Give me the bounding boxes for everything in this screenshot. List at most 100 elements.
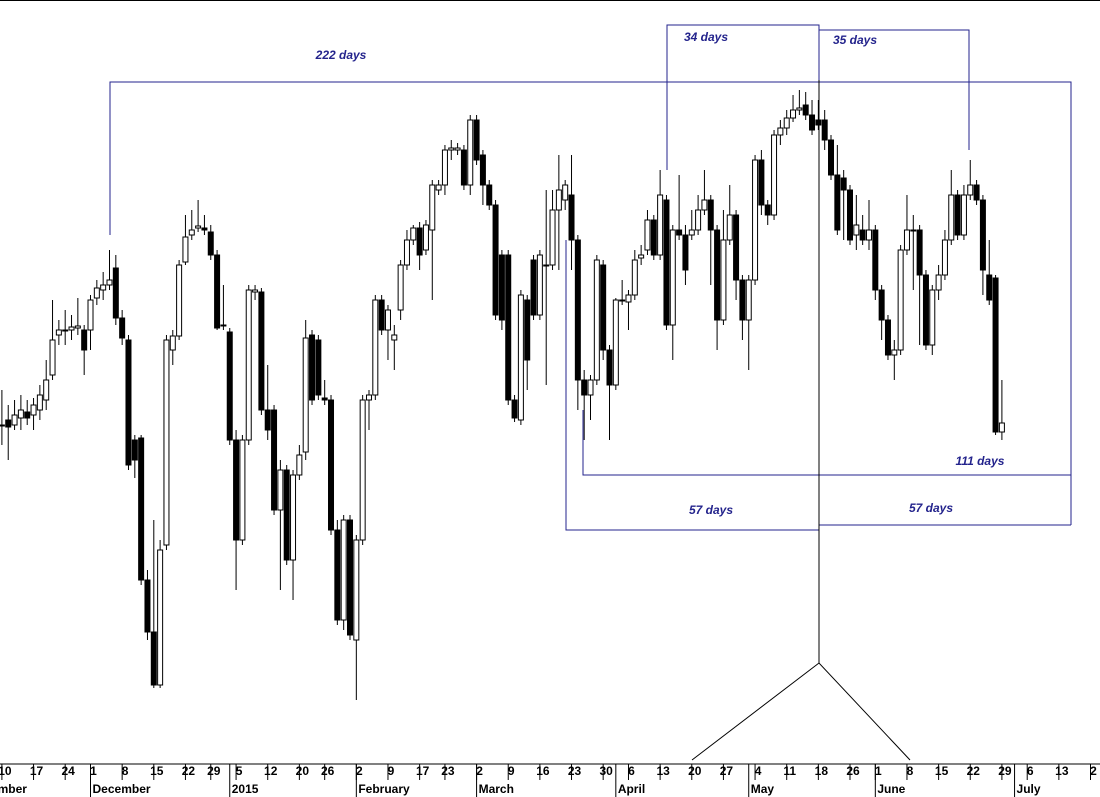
candle-body xyxy=(802,104,809,116)
candle-body xyxy=(979,199,986,271)
x-tick-label: 8 xyxy=(907,764,914,778)
candle-body xyxy=(384,309,391,331)
candle-body xyxy=(682,234,689,271)
candle-body xyxy=(157,549,164,686)
candle-body xyxy=(220,324,227,327)
candle-body xyxy=(859,229,866,241)
candle-body xyxy=(771,134,778,216)
brackets xyxy=(109,24,1072,531)
candle-body xyxy=(340,519,347,621)
candle-body xyxy=(0,424,5,427)
x-tick-label: 26 xyxy=(846,764,860,778)
candle-body xyxy=(258,291,265,411)
candle-body xyxy=(239,439,246,541)
candle-body xyxy=(106,279,113,286)
x-tick-label: 1 xyxy=(875,764,882,778)
candle-body xyxy=(454,147,461,151)
candle-body xyxy=(783,117,790,129)
candle-body xyxy=(492,204,499,316)
candle-body xyxy=(549,209,556,266)
candle-body xyxy=(631,259,638,296)
annotations: 222 days 34 days 35 days 111 days 57 day… xyxy=(315,30,1005,517)
candle-body xyxy=(733,214,740,281)
candle-body xyxy=(498,254,505,321)
candle-body xyxy=(720,239,727,321)
candle-body xyxy=(100,284,107,291)
candle-body xyxy=(473,119,480,161)
candle-body xyxy=(688,229,695,236)
pivot-lines xyxy=(691,80,911,761)
candle-body xyxy=(612,299,619,386)
candle-body xyxy=(726,214,733,241)
month-label: May xyxy=(751,782,775,796)
month-label: December xyxy=(93,782,151,796)
annotation: 222 days xyxy=(315,48,367,62)
x-tick-label: 12 xyxy=(264,764,278,778)
candle-body xyxy=(954,194,961,236)
candle-body xyxy=(517,294,524,421)
bracket xyxy=(666,24,820,170)
x-tick-label: 10 xyxy=(0,764,12,778)
candle-body xyxy=(562,184,569,201)
x-tick-label: 8 xyxy=(122,764,129,778)
x-tick-label: 23 xyxy=(568,764,582,778)
candle-body xyxy=(840,177,847,191)
candle-body xyxy=(328,399,335,531)
candle-body xyxy=(853,224,860,236)
candle-body xyxy=(941,239,948,276)
candle-body xyxy=(600,264,607,351)
x-tick-label: 22 xyxy=(967,764,981,778)
candle-body xyxy=(74,325,81,329)
candle-body xyxy=(467,119,474,186)
x-tick-label: 6 xyxy=(1027,764,1034,778)
candle-body xyxy=(916,229,923,276)
candle-body xyxy=(49,339,56,376)
candle-body xyxy=(701,199,708,211)
candle-body xyxy=(986,274,993,301)
candle-body xyxy=(169,335,176,351)
x-tick-label: 13 xyxy=(1055,764,1069,778)
month-label: March xyxy=(479,782,514,796)
candle-body xyxy=(334,529,341,621)
candle-body xyxy=(479,154,486,186)
candle-body xyxy=(505,254,512,401)
candle-body xyxy=(283,469,290,561)
candle-body xyxy=(24,411,31,419)
candle-body xyxy=(834,174,841,231)
bracket xyxy=(109,81,1072,525)
x-tick-label: 5 xyxy=(236,764,243,778)
candle-body xyxy=(43,379,50,401)
candle-body xyxy=(663,199,670,326)
candle-body xyxy=(530,259,537,316)
candle-body xyxy=(587,379,594,396)
candle-body xyxy=(252,289,259,293)
candle-body xyxy=(593,259,600,381)
x-tick-label: 6 xyxy=(628,764,635,778)
x-tick-label: 15 xyxy=(935,764,949,778)
x-tick-label: 26 xyxy=(321,764,335,778)
candle-body xyxy=(790,109,797,119)
x-tick-label: 17 xyxy=(30,764,44,778)
candle-body xyxy=(17,409,24,419)
candle-body xyxy=(403,239,410,266)
candle-body xyxy=(460,149,467,186)
candle-body xyxy=(669,229,676,326)
candle-body xyxy=(441,149,448,186)
candle-body xyxy=(657,194,664,256)
candle-body xyxy=(891,349,898,356)
candle-body xyxy=(410,227,417,241)
candle-body xyxy=(125,339,132,466)
candle-body xyxy=(36,394,43,411)
candle-body xyxy=(796,107,803,111)
month-label: February xyxy=(358,782,410,796)
candle-body xyxy=(271,409,278,511)
candle-body xyxy=(581,379,588,396)
annotation: 35 days xyxy=(833,33,877,47)
candle-body xyxy=(245,289,252,441)
annotation: 57 days xyxy=(689,503,733,517)
candle-body xyxy=(903,229,910,251)
x-tick-label: 17 xyxy=(416,764,430,778)
candle-body xyxy=(182,236,189,263)
candle-body xyxy=(163,339,170,546)
